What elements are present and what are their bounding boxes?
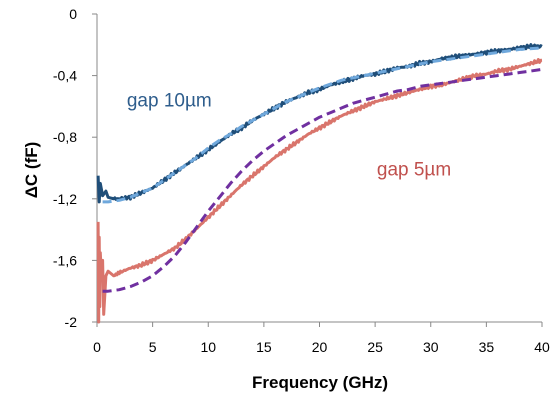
x-tick-label: 5 — [149, 339, 157, 355]
x-tick-label: 0 — [93, 339, 101, 355]
y-tick-label: -1,6 — [53, 252, 77, 268]
y-tick-label: -2 — [65, 314, 78, 330]
y-tick-label: -0,4 — [53, 68, 77, 84]
axes — [92, 13, 543, 327]
series-line-3 — [102, 67, 543, 293]
x-tick-label: 35 — [479, 339, 495, 355]
x-tick-label: 20 — [312, 339, 328, 355]
tick-labels: 0 5 10 15 20 25 30 35 40 0 -0,4 -0,8 -1,2 -1,6 -2 — [53, 6, 550, 355]
series-group — [96, 43, 543, 324]
annotations: gap 10µm gap 5µm — [127, 90, 451, 180]
x-tick-label: 40 — [534, 339, 550, 355]
annotation-label: gap 5µm — [377, 160, 451, 181]
y-tick-label: -0,8 — [53, 129, 77, 145]
annotation-label: gap 10µm — [127, 90, 212, 111]
x-tick-label: 10 — [200, 339, 216, 355]
series-line-1 — [102, 46, 543, 204]
y-tick-label: -1,2 — [53, 191, 77, 207]
x-tick-label: 30 — [423, 339, 439, 355]
series-line-0 — [96, 43, 543, 204]
series-line-2 — [96, 58, 543, 324]
y-tick-label: 0 — [69, 6, 77, 22]
y-axis-title: ΔC (fF) — [22, 142, 41, 199]
x-tick-label: 25 — [367, 339, 383, 355]
x-tick-label: 15 — [256, 339, 272, 355]
x-axis-title: Frequency (GHz) — [252, 373, 388, 392]
